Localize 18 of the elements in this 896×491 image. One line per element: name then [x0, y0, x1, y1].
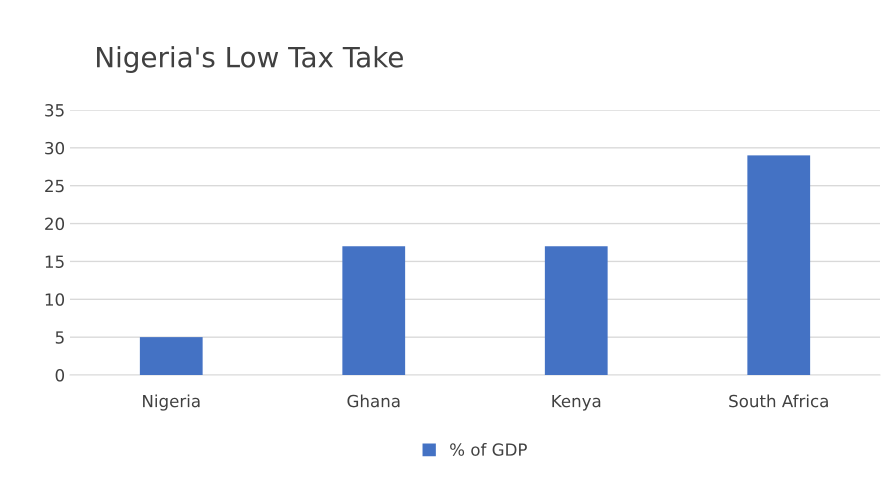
x-tick-label: South Africa: [729, 394, 828, 408]
y-tick-label: 20: [45, 218, 64, 230]
y-tick-label: 25: [45, 180, 64, 192]
y-tick-label: 15: [46, 256, 64, 268]
x-tick-label: Nigeria: [143, 394, 200, 411]
x-tick-label: Kenya: [552, 394, 600, 411]
legend-label: % of GDP: [450, 443, 527, 456]
bar: [140, 337, 203, 375]
bar: [544, 246, 608, 375]
y-tick-label: 0: [56, 368, 64, 382]
bar: [342, 246, 406, 375]
bar: [747, 155, 810, 375]
y-tick-label: 35: [45, 104, 64, 117]
y-tick-label: 10: [46, 293, 64, 306]
chart-title: Nigeria's Low Tax Take: [97, 46, 403, 73]
y-tick-label: 30: [45, 142, 64, 154]
x-tick-label: Ghana: [347, 394, 400, 408]
y-tick-label: 5: [56, 331, 64, 344]
